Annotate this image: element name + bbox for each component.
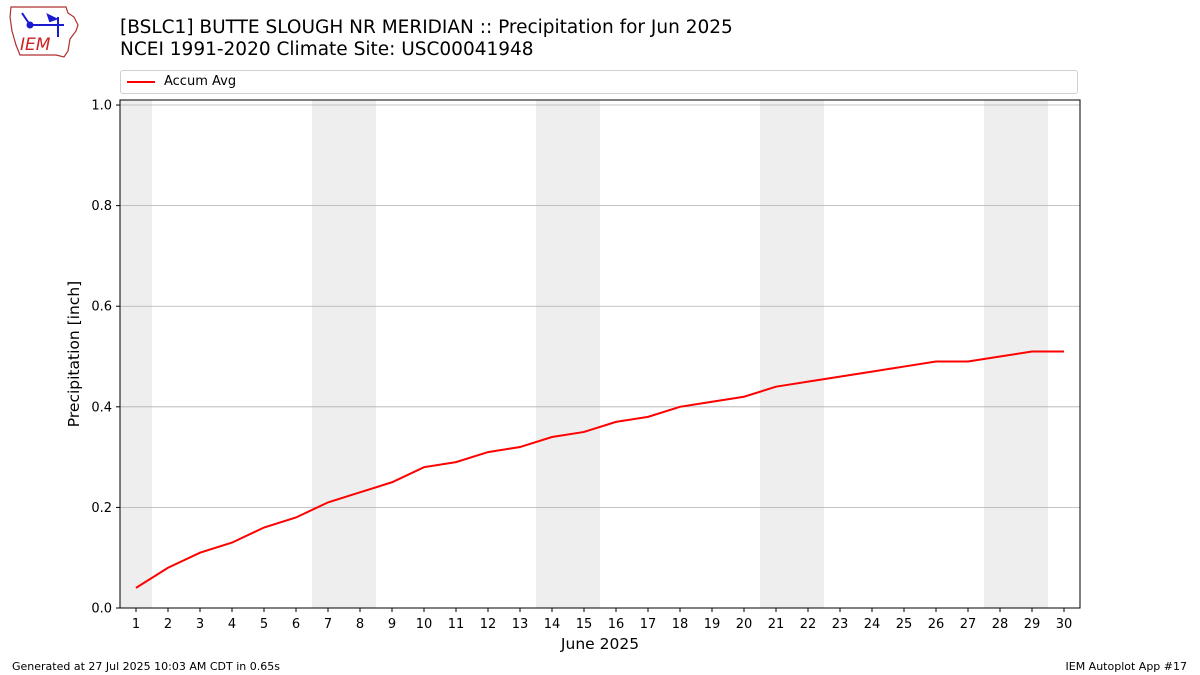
y-tick-label: 0.6: [91, 300, 112, 315]
plot-frame: [119, 99, 1081, 609]
x-tick-label: 29: [1024, 617, 1041, 632]
legend: Accum Avg: [120, 70, 1078, 94]
x-tick-label: 19: [704, 617, 721, 632]
x-tick-label: 2: [164, 617, 172, 632]
series-line-accum-avg: [135, 350, 1064, 589]
y-tick-label: 1.0: [91, 99, 112, 114]
x-tick-label: 6: [292, 617, 300, 632]
x-tick-label: 7: [324, 617, 332, 632]
x-tick-label: 28: [992, 617, 1009, 632]
x-tick-label: 22: [800, 617, 817, 632]
x-tick-label: 4: [228, 617, 236, 632]
chart-title-line2: NCEI 1991-2020 Climate Site: USC00041948: [120, 39, 534, 60]
x-tick-label: 18: [672, 617, 689, 632]
x-tick-label: 11: [448, 617, 465, 632]
generated-timestamp: Generated at 27 Jul 2025 10:03 AM CDT in…: [12, 660, 280, 673]
y-axis-label: Precipitation [inch]: [65, 281, 83, 427]
weekend-band: [568, 100, 600, 608]
x-tick-label: 8: [356, 617, 364, 632]
autoplot-app-label: IEM Autoplot App #17: [1065, 660, 1188, 673]
y-tick-label: 0.2: [91, 501, 112, 516]
weekend-band: [120, 100, 152, 608]
x-tick-label: 27: [960, 617, 977, 632]
x-tick-label: 5: [260, 617, 268, 632]
x-tick-label: 14: [544, 617, 561, 632]
x-tick-label: 12: [480, 617, 497, 632]
weekend-band: [536, 100, 568, 608]
weekend-band: [792, 100, 824, 608]
legend-line-swatch: [127, 81, 155, 83]
x-tick-label: 21: [768, 617, 785, 632]
y-tick-label: 0.8: [91, 199, 112, 214]
x-tick-label: 16: [608, 617, 625, 632]
x-tick-label: 24: [864, 617, 881, 632]
x-tick-label: 23: [832, 617, 849, 632]
weekend-band: [760, 100, 792, 608]
iem-logo-text: IEM: [20, 35, 51, 55]
x-tick-label: 26: [928, 617, 945, 632]
y-tick-label: 0.0: [91, 602, 112, 617]
iem-logo: IEM: [9, 6, 79, 58]
x-tick-label: 20: [736, 617, 753, 632]
chart-title-line1: [BSLC1] BUTTE SLOUGH NR MERIDIAN :: Prec…: [120, 17, 733, 38]
x-tick-label: 10: [416, 617, 433, 632]
y-tick-label: 0.4: [91, 400, 112, 415]
legend-label: Accum Avg: [164, 74, 237, 89]
x-tick-label: 15: [576, 617, 593, 632]
x-axis-label: June 2025: [560, 635, 639, 653]
weekend-band: [344, 100, 376, 608]
x-tick-label: 13: [512, 617, 529, 632]
x-tick-label: 30: [1056, 617, 1073, 632]
chart-title: [BSLC1] BUTTE SLOUGH NR MERIDIAN :: Prec…: [120, 17, 733, 61]
weekend-band: [312, 100, 344, 608]
x-tick-label: 1: [132, 617, 140, 632]
x-tick-label: 17: [640, 617, 657, 632]
x-tick-label: 3: [196, 617, 204, 632]
weather-station-icon: [21, 12, 64, 37]
x-tick-label: 9: [388, 617, 396, 632]
x-tick-label: 25: [896, 617, 913, 632]
